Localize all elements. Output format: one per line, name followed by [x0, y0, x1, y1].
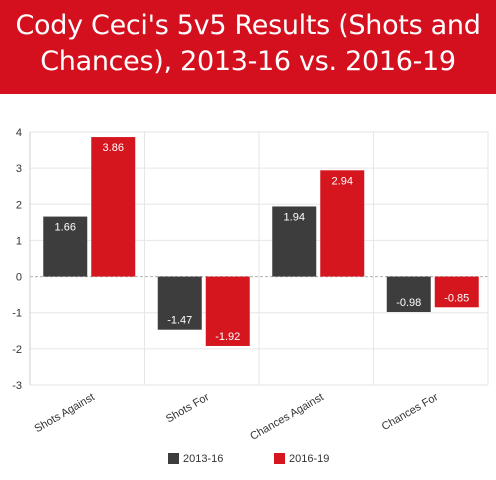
bar-2016-19-shots-against — [91, 137, 136, 277]
legend-swatch-2013-16 — [168, 453, 179, 464]
legend-label-2016-19: 2016-19 — [289, 453, 329, 465]
y-tick-label: 1 — [16, 235, 22, 247]
y-tick-label: 4 — [16, 127, 22, 139]
x-category-label: Shots Against — [32, 391, 96, 435]
x-category-label: Chances Against — [248, 391, 326, 443]
bar-2013-16-chances-against — [272, 206, 317, 277]
data-label: -1.47 — [167, 315, 192, 327]
y-tick-label: -1 — [12, 308, 22, 320]
legend-swatch-2016-19 — [274, 453, 285, 464]
y-tick-label: -2 — [12, 344, 22, 356]
data-label: -0.85 — [444, 292, 469, 304]
y-tick-label: 0 — [16, 272, 22, 284]
legend-label-2013-16: 2013-16 — [183, 453, 223, 465]
y-tick-label: 3 — [16, 163, 22, 175]
bar-2016-19-shots-for — [205, 276, 250, 346]
chart-title-line-2: Chances), 2013-16 vs. 2016-19 — [40, 46, 456, 77]
y-tick-label: -3 — [12, 380, 22, 392]
bar-2013-16-shots-for — [157, 276, 202, 330]
x-category-label: Chances For — [380, 391, 441, 433]
data-label: 2.94 — [332, 175, 353, 187]
bar-2016-19-chances-against — [320, 170, 365, 277]
bar-2013-16-chances-for — [386, 276, 431, 312]
data-label: 1.94 — [284, 211, 305, 223]
bar-2016-19-chances-for — [434, 276, 479, 308]
bar-2013-16-shots-against — [43, 216, 88, 277]
data-label: -1.92 — [215, 331, 240, 343]
data-label: 1.66 — [55, 222, 76, 234]
chart-title-line-1: Cody Ceci's 5v5 Results (Shots and — [15, 10, 481, 41]
x-category-label: Shots For — [164, 391, 212, 425]
y-tick-label: 2 — [16, 199, 22, 211]
title-banner: Cody Ceci's 5v5 Results (Shots and Chanc… — [0, 0, 496, 94]
data-label: -0.98 — [396, 297, 421, 309]
data-label: 3.86 — [103, 142, 124, 154]
